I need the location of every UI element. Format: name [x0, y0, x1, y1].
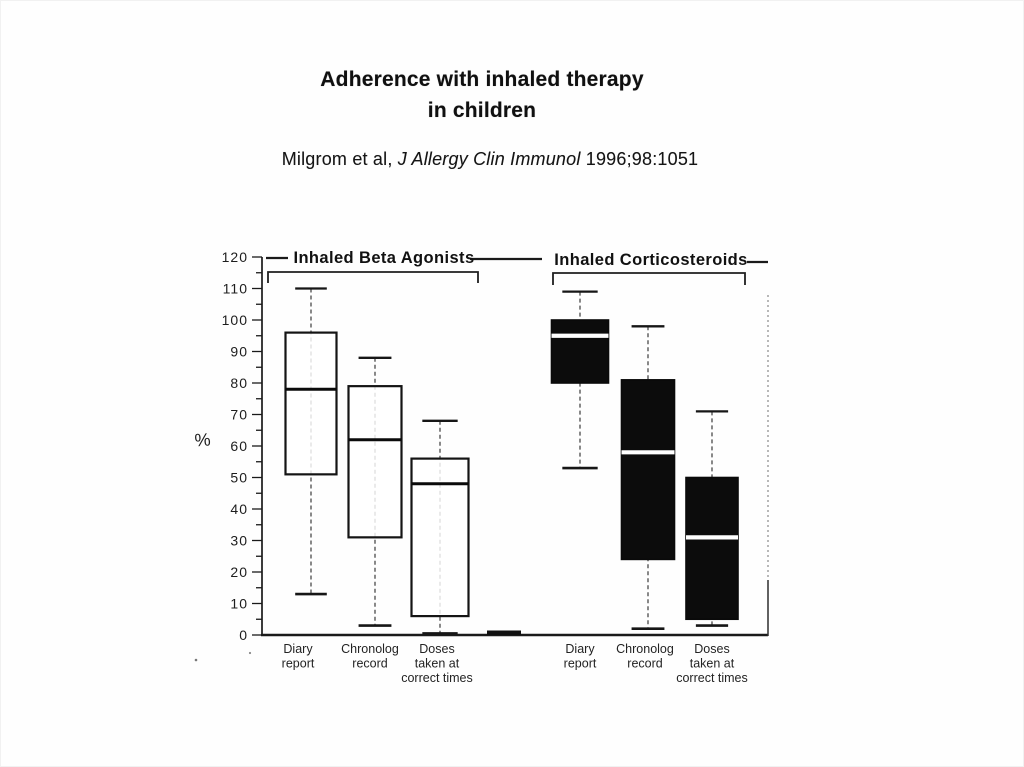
boxplot-box: [550, 319, 610, 384]
category-label-line: Diary: [565, 642, 595, 656]
citation: Milgrom et al, J Allergy Clin Immunol 19…: [190, 149, 790, 170]
axis-smudge: [487, 630, 521, 635]
y-tick-label: 70: [230, 407, 248, 423]
category-label-line: Chronolog: [341, 642, 399, 656]
boxplot-box: [410, 457, 470, 618]
slide-title-line-1: Adherence with inhaled therapy: [320, 68, 644, 91]
group-bracket: [267, 271, 479, 283]
boxplot-box: [284, 331, 338, 476]
category-label-line: record: [627, 657, 662, 671]
category-label-line: report: [564, 657, 597, 671]
y-tick-label: 10: [230, 596, 248, 612]
y-axis-unit-label: %: [194, 429, 211, 450]
y-tick-label: 30: [230, 533, 248, 549]
citation-journal: J Allergy Clin Immunol: [397, 149, 581, 169]
slide-title: Adherence with inhaled therapy in childr…: [180, 64, 784, 126]
group-label: Inhaled Beta Agonists: [293, 249, 474, 267]
y-tick-label: 0: [239, 627, 248, 643]
slide-title-line-2: in children: [427, 99, 537, 122]
category-label-line: record: [352, 657, 387, 671]
category-label-line: correct times: [676, 671, 748, 685]
category-label-line: correct times: [401, 671, 473, 685]
y-tick-label: 90: [230, 344, 248, 360]
y-tick-label: 110: [223, 281, 248, 297]
y-tick-label: 60: [230, 438, 248, 454]
scan-dot: [248, 651, 252, 655]
y-tick-label: 20: [230, 564, 248, 580]
group-bracket: [552, 272, 746, 285]
group-label: Inhaled Corticosteroids: [554, 251, 747, 269]
boxplot-box: [685, 476, 739, 621]
y-tick-label: 40: [230, 501, 248, 517]
y-tick-label: 50: [230, 470, 248, 486]
category-label-line: taken at: [415, 657, 460, 671]
category-label-line: taken at: [690, 657, 735, 671]
boxplot-box: [620, 379, 676, 561]
category-label-line: Doses: [419, 642, 454, 656]
citation-authors: Milgrom et al,: [281, 149, 398, 169]
scan-dot: [194, 658, 198, 662]
category-label-line: Doses: [694, 642, 729, 656]
boxplot-box: [347, 385, 403, 539]
y-tick-label: 100: [222, 312, 248, 328]
y-tick-label: 120: [222, 249, 248, 265]
category-label-line: report: [282, 657, 315, 671]
y-tick-label: 80: [230, 375, 248, 391]
citation-ref: 1996;98:1051: [580, 149, 699, 169]
category-label-line: Chronolog: [616, 642, 674, 656]
category-label-line: Diary: [283, 642, 313, 656]
